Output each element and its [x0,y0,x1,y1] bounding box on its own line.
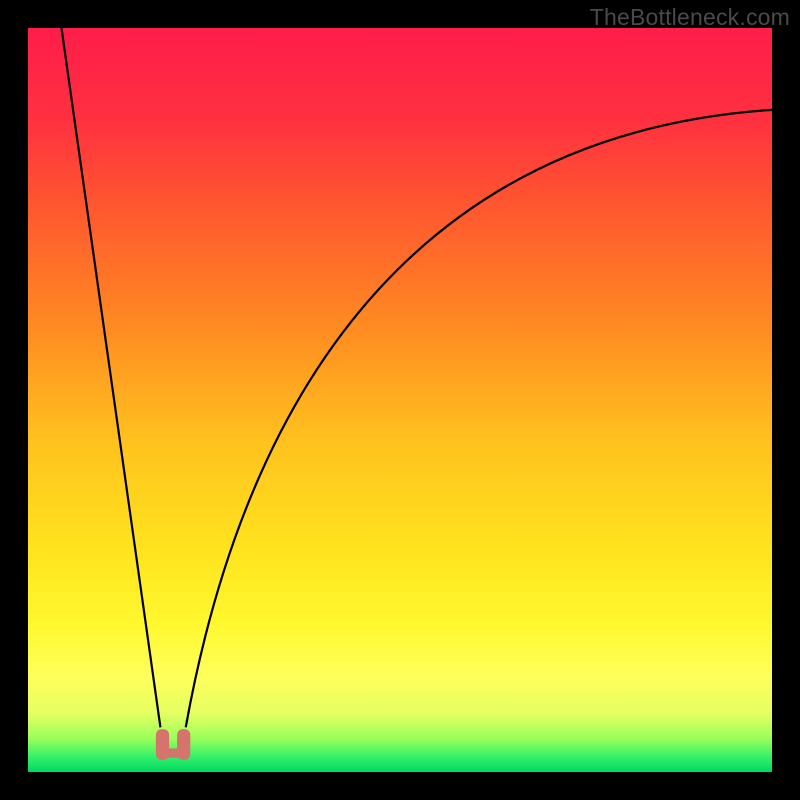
chart-canvas: TheBottleneck.com [0,0,800,800]
gradient-background [28,28,772,772]
bottleneck-chart-svg [0,0,800,800]
